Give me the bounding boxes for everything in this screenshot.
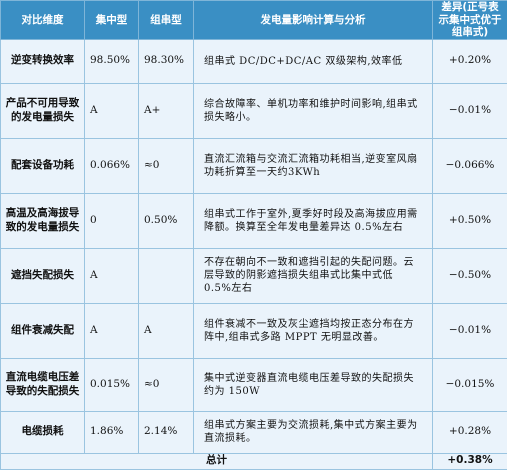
table-row: 遮挡失配损失 A 不存在朝向不一致和遮挡引起的失配问题。云层导致的阴影遮挡损失组… xyxy=(1,248,507,303)
row-central-value: A xyxy=(85,248,139,303)
row-central-value: 98.50% xyxy=(85,39,139,83)
row-central-value: 0.015% xyxy=(85,358,139,411)
row-dimension: 组件衰减失配 xyxy=(1,303,85,358)
row-dimension: 配套设备功耗 xyxy=(1,138,85,193)
header-dimension: 对比维度 xyxy=(1,1,85,40)
row-string-value: A xyxy=(139,303,194,358)
row-dimension: 直流电缆电压差导致的失配损失 xyxy=(1,358,85,411)
row-analysis: 直流汇流箱与交流汇流箱功耗相当,逆变室风扇功耗折算至一天约3KWh xyxy=(194,138,433,193)
row-central-value: A xyxy=(85,303,139,358)
row-difference: −0.015% xyxy=(433,358,507,411)
table-row: 产品不可用导致的发电量损失 A A+ 综合故障率、单机功率和维护时间影响,组串式… xyxy=(1,83,507,138)
row-analysis: 组串式方案主要为交流损耗,集中式方案主要为直流损耗。 xyxy=(194,411,433,453)
header-analysis: 发电量影响计算与分析 xyxy=(194,1,433,40)
row-string-value: 2.14% xyxy=(139,411,194,453)
row-analysis: 不存在朝向不一致和遮挡引起的失配问题。云层导致的阴影遮挡损失组串式比集中式低 0… xyxy=(194,248,433,303)
row-analysis: 组串式工作于室外,夏季好时段及高海拔应用需降额。换算至全年发电量差异达 0.5%… xyxy=(194,193,433,248)
row-analysis: 组件衰减不一致及灰尘遮挡均按正态分布在方阵中,组串式多路 MPPT 无明显改善。 xyxy=(194,303,433,358)
row-dimension: 遮挡失配损失 xyxy=(1,248,85,303)
row-difference: +0.20% xyxy=(433,39,507,83)
row-difference: +0.50% xyxy=(433,193,507,248)
row-string-value: A+ xyxy=(139,83,194,138)
table-row: 组件衰减失配 A A 组件衰减不一致及灰尘遮挡均按正态分布在方阵中,组串式多路 … xyxy=(1,303,507,358)
row-difference: −0.50% xyxy=(433,248,507,303)
row-string-value xyxy=(139,248,194,303)
header-row: 对比维度 集中型 组串型 发电量影响计算与分析 差异(正号表示集中式优于组串式) xyxy=(1,1,507,40)
row-analysis: 集中式逆变器直流电缆电压差导致的失配损失约为 150W xyxy=(194,358,433,411)
row-dimension: 产品不可用导致的发电量损失 xyxy=(1,83,85,138)
row-analysis: 综合故障率、单机功率和维护时间影响,组串式损失略小。 xyxy=(194,83,433,138)
row-dimension: 高温及高海拔导致的发电量损失 xyxy=(1,193,85,248)
total-row: 总计 +0.38% xyxy=(1,453,507,469)
row-difference: +0.28% xyxy=(433,411,507,453)
row-central-value: 1.86% xyxy=(85,411,139,453)
row-central-value: A xyxy=(85,83,139,138)
row-string-value: ≈0 xyxy=(139,358,194,411)
header-central: 集中型 xyxy=(85,1,139,40)
table-row: 逆变转换效率 98.50% 98.30% 组串式 DC/DC+DC/AC 双级架… xyxy=(1,39,507,83)
row-difference: −0.01% xyxy=(433,303,507,358)
header-difference: 差异(正号表示集中式优于组串式) xyxy=(433,1,507,40)
table-row: 配套设备功耗 0.066% ≈0 直流汇流箱与交流汇流箱功耗相当,逆变室风扇功耗… xyxy=(1,138,507,193)
total-difference: +0.38% xyxy=(433,453,507,469)
table-row: 直流电缆电压差导致的失配损失 0.015% ≈0 集中式逆变器直流电缆电压差导致… xyxy=(1,358,507,411)
table-row: 电缆损耗 1.86% 2.14% 组串式方案主要为交流损耗,集中式方案主要为直流… xyxy=(1,411,507,453)
row-difference: −0.01% xyxy=(433,83,507,138)
row-analysis: 组串式 DC/DC+DC/AC 双级架构,效率低 xyxy=(194,39,433,83)
row-string-value: 0.50% xyxy=(139,193,194,248)
row-central-value: 0.066% xyxy=(85,138,139,193)
row-dimension: 逆变转换效率 xyxy=(1,39,85,83)
row-central-value: 0 xyxy=(85,193,139,248)
row-string-value: 98.30% xyxy=(139,39,194,83)
row-dimension: 电缆损耗 xyxy=(1,411,85,453)
row-difference: −0.066% xyxy=(433,138,507,193)
row-string-value: ≈0 xyxy=(139,138,194,193)
total-label: 总计 xyxy=(1,453,433,469)
header-string: 组串型 xyxy=(139,1,194,40)
table-row: 高温及高海拔导致的发电量损失 0 0.50% 组串式工作于室外,夏季好时段及高海… xyxy=(1,193,507,248)
